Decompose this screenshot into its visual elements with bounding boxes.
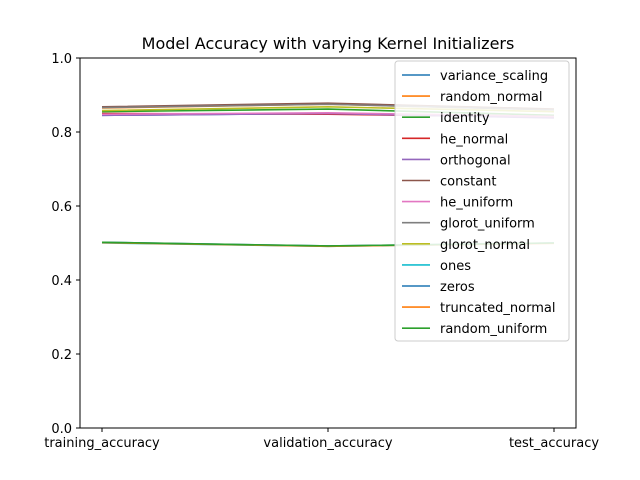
legend-label: orthogonal: [440, 153, 511, 168]
y-tick-label: 0.6: [51, 200, 72, 215]
chart-title: Model Accuracy with varying Kernel Initi…: [142, 34, 515, 53]
legend-label: constant: [440, 175, 497, 190]
y-tick-label: 0.2: [51, 348, 72, 363]
legend-label: variance_scaling: [440, 69, 548, 84]
legend-label: random_normal: [440, 90, 542, 105]
legend-label: glorot_normal: [440, 238, 530, 253]
y-tick-label: 0.0: [51, 422, 72, 437]
legend-label: zeros: [440, 280, 475, 295]
legend-label: glorot_uniform: [440, 217, 535, 232]
legend-label: identity: [440, 111, 490, 126]
legend-label: he_uniform: [440, 196, 513, 211]
y-tick-label: 1.0: [51, 52, 72, 67]
axis-layer: 0.0 0.2 0.4 0.6 0.8 1.0 training_accuracy valid…: [44, 52, 599, 451]
x-tick-label: training_accuracy: [44, 436, 160, 451]
legend: variance_scaling random_normal identity he_…: [394, 60, 570, 342]
x-tick-label: test_accuracy: [509, 436, 599, 451]
y-tick-label: 0.8: [51, 126, 72, 141]
y-tick-label: 0.4: [51, 274, 72, 289]
legend-label: truncated_normal: [440, 301, 555, 316]
legend-label: random_uniform: [440, 322, 547, 337]
legend-label: he_normal: [440, 132, 508, 147]
x-tick-label: validation_accuracy: [263, 436, 392, 451]
legend-label: ones: [440, 259, 471, 274]
legend-box: [394, 60, 570, 342]
